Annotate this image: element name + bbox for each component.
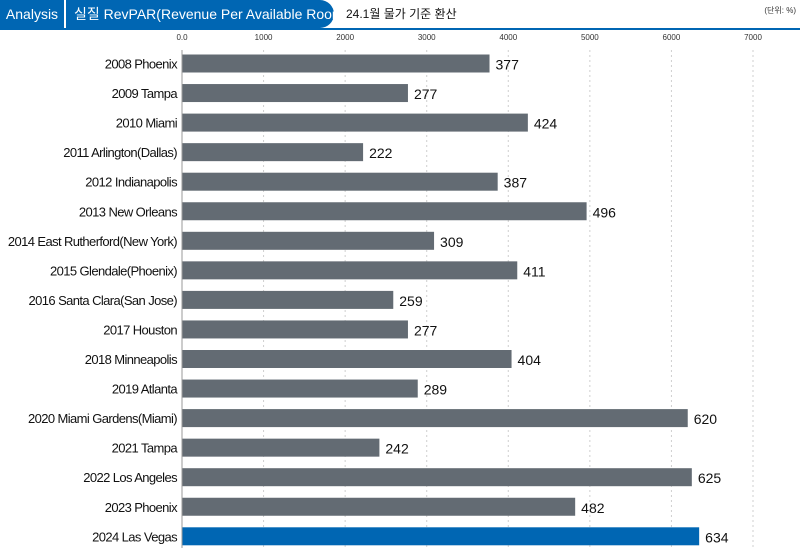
- data-label: 625: [698, 470, 722, 486]
- data-label: 377: [496, 57, 520, 73]
- data-label: 259: [399, 293, 423, 309]
- data-label: 404: [518, 352, 542, 368]
- category-label: 2020 Miami Gardens(Miami): [28, 411, 177, 426]
- header-bar: Analysis 실질 RevPAR(Revenue Per Available…: [0, 0, 800, 30]
- x-tick-label: 6000: [663, 33, 681, 42]
- bar: [182, 113, 528, 132]
- bar: [182, 84, 408, 103]
- bar: [182, 438, 380, 457]
- category-label: 2021 Tampa: [112, 441, 179, 456]
- category-label: 2013 New Orleans: [79, 204, 178, 219]
- bar: [182, 143, 364, 162]
- bar: [182, 320, 408, 339]
- data-label: 277: [414, 86, 438, 102]
- category-label: 2016 Santa Clara(San Jose): [29, 293, 178, 308]
- data-label: 411: [523, 263, 546, 279]
- data-label: 222: [369, 145, 393, 161]
- data-label: 634: [705, 529, 729, 545]
- category-label: 2010 Miami: [116, 116, 178, 131]
- bar: [182, 172, 498, 191]
- bar: [182, 497, 576, 516]
- x-tick-label: 5000: [581, 33, 599, 42]
- category-label: 2017 Houston: [103, 322, 177, 337]
- bar: [182, 409, 688, 428]
- category-label: 2023 Phoenix: [105, 500, 178, 515]
- chart-subtitle: 24.1월 물가 기준 환산: [346, 7, 457, 21]
- x-tick-label: 2000: [336, 33, 354, 42]
- category-label: 2022 Los Angeles: [83, 470, 178, 485]
- category-label: 2011 Arlington(Dallas): [63, 145, 177, 160]
- section-tab: Analysis: [0, 0, 64, 28]
- data-label: 309: [440, 234, 464, 250]
- bar: [182, 350, 512, 368]
- data-label: 424: [534, 116, 558, 132]
- x-tick-label: 0.0: [176, 33, 188, 42]
- category-label: 2018 Minneapolis: [85, 352, 178, 367]
- x-tick-label: 3000: [418, 33, 436, 42]
- bar: [182, 231, 435, 250]
- data-label: 387: [504, 175, 528, 191]
- x-tick-label: 4000: [499, 33, 517, 42]
- category-label: 2009 Tampa: [112, 86, 179, 101]
- data-label: 496: [593, 204, 617, 220]
- bar: [182, 202, 587, 221]
- bar: [182, 527, 700, 546]
- bar: [182, 54, 490, 73]
- chart-title: 실질 RevPAR(Revenue Per Available Room): [66, 0, 348, 28]
- data-label: 242: [385, 441, 409, 457]
- data-label: 482: [581, 500, 605, 516]
- bar: [182, 290, 394, 309]
- unit-label: (단위: %): [764, 6, 796, 15]
- bar: [182, 261, 518, 280]
- category-label: 2012 Indianapolis: [85, 175, 178, 190]
- category-label: 2015 Glendale(Phoenix): [50, 263, 177, 278]
- x-tick-label: 1000: [255, 33, 273, 42]
- category-label: 2008 Phoenix: [105, 57, 178, 72]
- bar: [182, 468, 692, 487]
- header-underline: [0, 28, 800, 30]
- data-label: 620: [694, 411, 718, 427]
- data-label: 277: [414, 322, 438, 338]
- bar: [182, 379, 418, 398]
- category-label: 2019 Atlanta: [112, 382, 178, 397]
- category-label: 2024 Las Vegas: [92, 529, 178, 544]
- data-label: 289: [424, 382, 448, 398]
- category-label: 2014 East Rutherford(New York): [8, 234, 177, 249]
- x-tick-label: 7000: [744, 33, 762, 42]
